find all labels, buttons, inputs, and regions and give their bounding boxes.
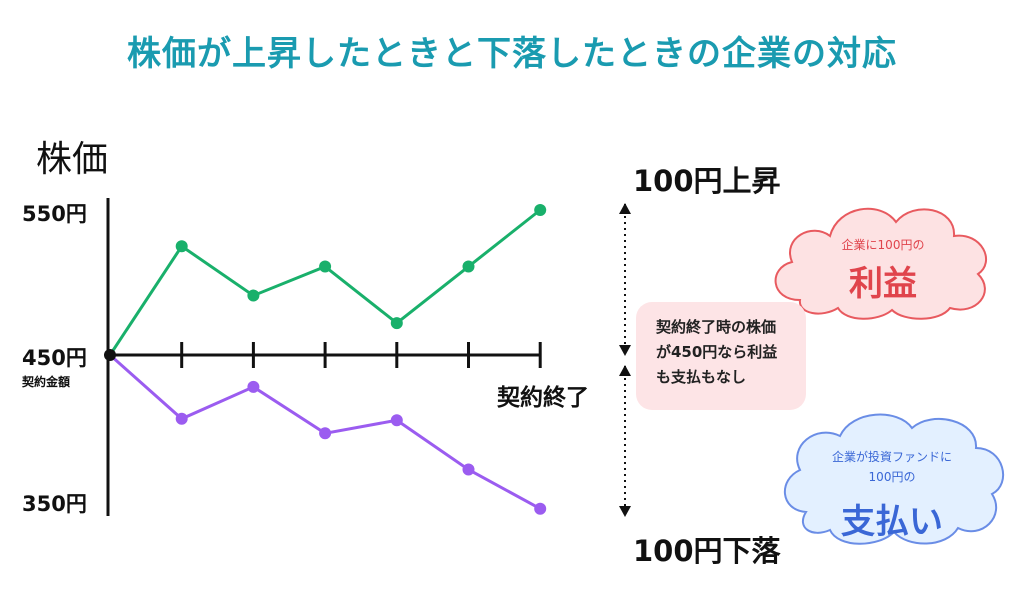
x-ticks: [180, 342, 542, 368]
series-down-point-4: [390, 414, 403, 427]
y-tick-sublabel-contract: 契約金額: [22, 375, 71, 389]
page-title: 株価が上昇したときと下落したときの企業の対応: [127, 34, 897, 74]
series-up-point-6: [534, 204, 547, 216]
profit-caption: 企業に100円の: [841, 238, 925, 252]
series-up-point-1: [175, 240, 188, 253]
y-tick-label-550: 550円: [22, 202, 87, 226]
series-up-point-5: [462, 260, 475, 273]
payment-caption-line-2: 100円の: [868, 470, 916, 484]
series-down-point-1: [175, 412, 188, 425]
center-note-line-3: も支払もなし: [656, 368, 747, 386]
origin-point: [104, 349, 116, 361]
payment-cloud: [783, 413, 1005, 545]
y-tick-label-450: 450円: [22, 346, 87, 370]
series-down: [109, 353, 547, 515]
series-down-point-6: [534, 502, 547, 515]
y-tick-label-350: 350円: [22, 492, 87, 516]
up-range-label: 100円上昇: [633, 164, 781, 198]
series-down-point-2: [247, 380, 260, 393]
center-note-line-1: 契約終了時の株価: [656, 318, 777, 336]
series-up-line: [108, 208, 542, 356]
profit-cloud: [774, 207, 988, 320]
center-note: 契約終了時の株価 が450円なら利益 も支払もなし: [636, 302, 806, 410]
payment-caption-line-1: 企業が投資ファンドに: [831, 450, 952, 464]
series-down-point-5: [462, 463, 475, 476]
up-arrowhead-top: [619, 203, 631, 214]
series-up-point-2: [247, 289, 260, 302]
y-axis-label: 株価: [36, 139, 109, 180]
series-up-point-4: [390, 317, 403, 330]
center-note-line-2: が450円なら利益: [656, 343, 778, 361]
series-up-point-3: [319, 260, 332, 273]
payment-text: 支払い: [841, 502, 943, 542]
down-range-label: 100円下落: [633, 534, 781, 568]
down-arrowhead-bottom: [619, 506, 631, 517]
series-up: [108, 204, 547, 356]
series-down-point-3: [319, 427, 332, 440]
up-arrowhead-bottom: [619, 345, 631, 356]
down-arrowhead-top: [619, 365, 631, 376]
profit-text: 利益: [849, 264, 917, 304]
x-axis-label: 契約終了: [497, 385, 589, 411]
